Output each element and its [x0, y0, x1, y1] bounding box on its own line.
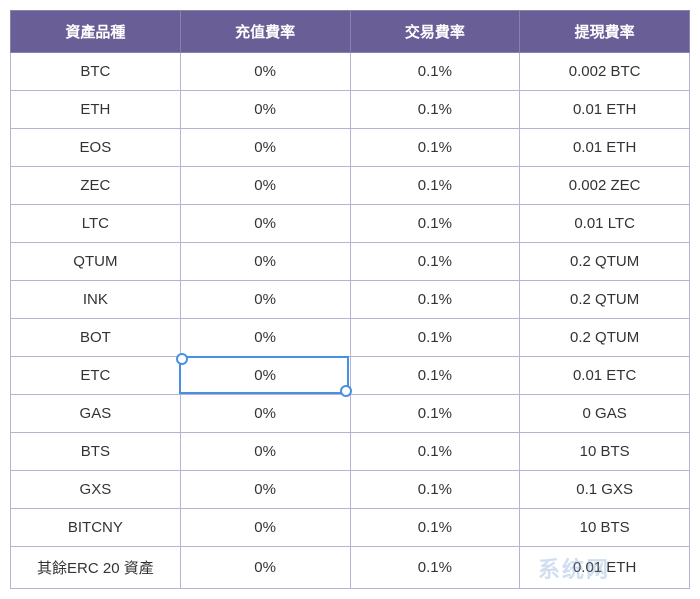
- table-row: QTUM0%0.1%0.2 QTUM: [11, 243, 690, 281]
- table-row: INK0%0.1%0.2 QTUM: [11, 281, 690, 319]
- table-cell[interactable]: 0.2 QTUM: [520, 281, 690, 319]
- table-cell[interactable]: 0%: [180, 91, 350, 129]
- table-cell[interactable]: 0.1%: [350, 91, 520, 129]
- table-cell[interactable]: 0.01 ETH: [520, 129, 690, 167]
- table-row: LTC0%0.1%0.01 LTC: [11, 205, 690, 243]
- table-cell[interactable]: 0.1%: [350, 243, 520, 281]
- table-row: GAS0%0.1%0 GAS: [11, 395, 690, 433]
- table-cell[interactable]: 0.1%: [350, 53, 520, 91]
- table-cell[interactable]: 0.01 ETH: [520, 547, 690, 589]
- table-row: BOT0%0.1%0.2 QTUM: [11, 319, 690, 357]
- table-cell[interactable]: 0.1%: [350, 357, 520, 395]
- table-cell[interactable]: 0%: [180, 129, 350, 167]
- table-cell[interactable]: 0%: [180, 395, 350, 433]
- col-trade-fee: 交易費率: [350, 11, 520, 53]
- table-cell[interactable]: 0%: [180, 167, 350, 205]
- table-cell[interactable]: 0.1%: [350, 281, 520, 319]
- table-cell[interactable]: 0%: [180, 281, 350, 319]
- table-row: 其餘ERC 20 資產0%0.1%0.01 ETH: [11, 547, 690, 589]
- table-row: BTS0%0.1%10 BTS: [11, 433, 690, 471]
- table-cell[interactable]: 0.1%: [350, 433, 520, 471]
- table-cell[interactable]: 0.1%: [350, 319, 520, 357]
- table-cell[interactable]: INK: [11, 281, 181, 319]
- table-cell[interactable]: 0%: [180, 547, 350, 589]
- table-cell[interactable]: 0.1%: [350, 471, 520, 509]
- table-cell[interactable]: 0%: [180, 205, 350, 243]
- table-cell[interactable]: 10 BTS: [520, 433, 690, 471]
- table-cell[interactable]: 0.01 ETC: [520, 357, 690, 395]
- table-cell[interactable]: LTC: [11, 205, 181, 243]
- table-cell[interactable]: EOS: [11, 129, 181, 167]
- table-row: GXS0%0.1%0.1 GXS: [11, 471, 690, 509]
- table-cell[interactable]: 0.1%: [350, 129, 520, 167]
- table-cell[interactable]: 0.1%: [350, 509, 520, 547]
- table-cell[interactable]: BITCNY: [11, 509, 181, 547]
- table-cell[interactable]: BTS: [11, 433, 181, 471]
- table-cell[interactable]: 0.01 ETH: [520, 91, 690, 129]
- col-deposit-fee: 充值費率: [180, 11, 350, 53]
- table-cell[interactable]: 0.002 ZEC: [520, 167, 690, 205]
- table-row: BITCNY0%0.1%10 BTS: [11, 509, 690, 547]
- table-body: BTC0%0.1%0.002 BTCETH0%0.1%0.01 ETHEOS0%…: [11, 53, 690, 589]
- table-cell[interactable]: ETH: [11, 91, 181, 129]
- table-row: ZEC0%0.1%0.002 ZEC: [11, 167, 690, 205]
- table-row: ETH0%0.1%0.01 ETH: [11, 91, 690, 129]
- table-cell[interactable]: 0%: [180, 357, 350, 395]
- table-cell[interactable]: 0%: [180, 319, 350, 357]
- table-cell[interactable]: BTC: [11, 53, 181, 91]
- table-cell[interactable]: 0.002 BTC: [520, 53, 690, 91]
- table-cell[interactable]: GXS: [11, 471, 181, 509]
- table-cell[interactable]: 其餘ERC 20 資產: [11, 547, 181, 589]
- table-cell[interactable]: 0.1 GXS: [520, 471, 690, 509]
- table-cell[interactable]: 0.1%: [350, 205, 520, 243]
- table-row: BTC0%0.1%0.002 BTC: [11, 53, 690, 91]
- table-cell[interactable]: 0.2 QTUM: [520, 243, 690, 281]
- table-cell[interactable]: 0%: [180, 509, 350, 547]
- table-cell[interactable]: 0%: [180, 433, 350, 471]
- col-asset: 資產品種: [11, 11, 181, 53]
- table-cell[interactable]: 0.2 QTUM: [520, 319, 690, 357]
- table-row: EOS0%0.1%0.01 ETH: [11, 129, 690, 167]
- table-cell[interactable]: ZEC: [11, 167, 181, 205]
- table-cell[interactable]: ETC: [11, 357, 181, 395]
- col-withdraw-fee: 提現費率: [520, 11, 690, 53]
- table-cell[interactable]: 0%: [180, 53, 350, 91]
- table-cell[interactable]: QTUM: [11, 243, 181, 281]
- table-cell[interactable]: 0 GAS: [520, 395, 690, 433]
- fee-table-container: 資產品種 充值費率 交易費率 提現費率 BTC0%0.1%0.002 BTCET…: [10, 10, 690, 589]
- table-cell[interactable]: 0.1%: [350, 167, 520, 205]
- table-cell[interactable]: BOT: [11, 319, 181, 357]
- table-cell[interactable]: 0%: [180, 471, 350, 509]
- table-cell[interactable]: 10 BTS: [520, 509, 690, 547]
- table-row: ETC0%0.1%0.01 ETC: [11, 357, 690, 395]
- fee-table: 資產品種 充值費率 交易費率 提現費率 BTC0%0.1%0.002 BTCET…: [10, 10, 690, 589]
- table-cell[interactable]: 0.01 LTC: [520, 205, 690, 243]
- table-cell[interactable]: 0.1%: [350, 395, 520, 433]
- table-cell[interactable]: GAS: [11, 395, 181, 433]
- table-header-row: 資產品種 充值費率 交易費率 提現費率: [11, 11, 690, 53]
- table-cell[interactable]: 0.1%: [350, 547, 520, 589]
- table-cell[interactable]: 0%: [180, 243, 350, 281]
